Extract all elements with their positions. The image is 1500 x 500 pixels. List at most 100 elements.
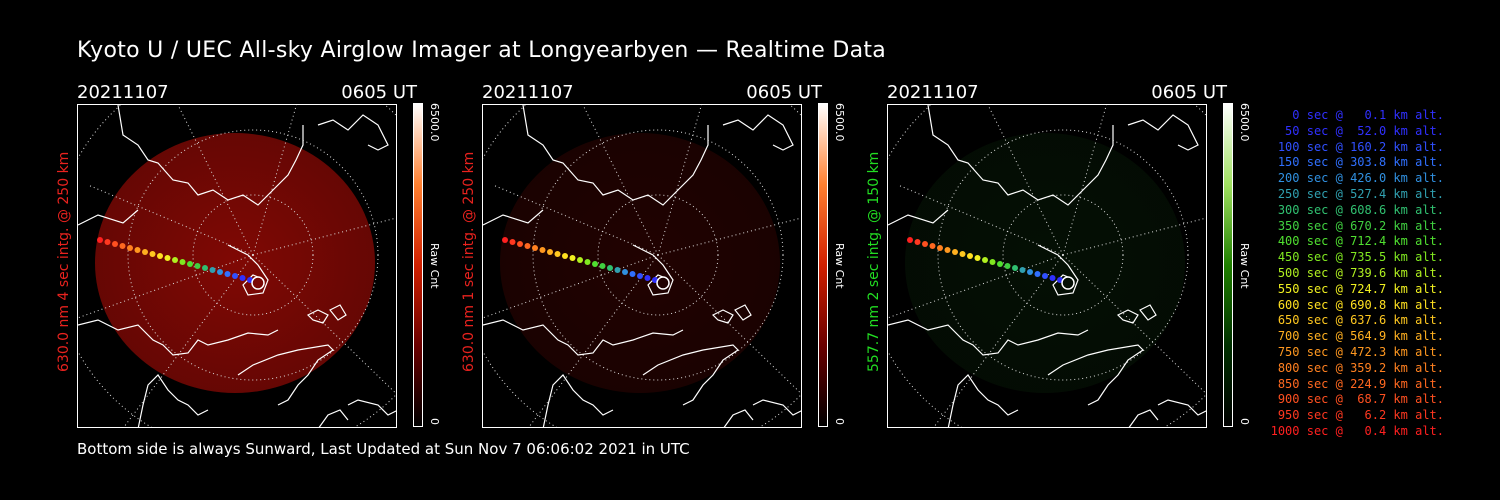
footer-status: Bottom side is always Sunward, Last Upda… <box>77 440 690 458</box>
track-point <box>172 257 178 263</box>
track-point <box>622 269 628 275</box>
coastline <box>1116 309 1139 324</box>
track-point <box>569 255 576 261</box>
track-point <box>967 253 973 259</box>
coastline <box>1139 304 1157 321</box>
colorbar <box>1223 103 1233 427</box>
track-point <box>952 249 958 255</box>
track-point <box>1004 263 1011 269</box>
panel-1: 20211107 0605 UT <box>77 82 417 430</box>
page-title: Kyoto U / UEC All-sky Airglow Imager at … <box>77 38 887 63</box>
track-point <box>997 261 1003 267</box>
legend-entry: 800 sec @ 359.2 km alt. <box>1270 360 1444 375</box>
track-point <box>577 257 583 263</box>
coastline <box>317 114 389 151</box>
legend-entry: 300 sec @ 608.6 km alt. <box>1270 202 1444 217</box>
coastline <box>137 374 209 427</box>
airglow-image <box>905 133 1185 393</box>
satellite-track <box>907 237 1075 290</box>
panel-1-ylabel: 630.0 nm 4 sec intg. @ 250 km <box>56 151 72 372</box>
panel-time: 0605 UT <box>341 82 417 103</box>
coastline <box>642 344 739 406</box>
track-point <box>944 247 951 253</box>
colorbar-unit: Raw Cnt <box>428 243 441 289</box>
legend-entry: 350 sec @ 670.2 km alt. <box>1270 218 1444 233</box>
panel-2-ylabel: 630.0 nm 1 sec intg. @ 250 km <box>461 151 477 372</box>
track-point <box>524 243 531 249</box>
track-point <box>592 261 598 267</box>
legend-entry: 500 sec @ 739.6 km alt. <box>1270 265 1444 280</box>
legend-entry: 400 sec @ 712.4 km alt. <box>1270 234 1444 249</box>
track-point <box>217 269 223 275</box>
satellite-track <box>502 237 670 290</box>
coastline <box>347 399 396 416</box>
track-point <box>1027 269 1033 275</box>
legend-entry: 150 sec @ 303.8 km alt. <box>1270 155 1444 170</box>
track-point <box>239 275 246 281</box>
track-point <box>937 245 943 251</box>
colorbar-min: 0 <box>1238 418 1251 425</box>
track-point <box>179 259 186 265</box>
legend-entry: 0 sec @ 0.1 km alt. <box>1270 108 1444 122</box>
track-point <box>562 253 568 259</box>
track-point <box>1019 267 1026 273</box>
track-point <box>614 267 621 273</box>
track-point <box>637 273 643 279</box>
grid-lines <box>888 105 1206 427</box>
allsky-image <box>482 104 802 428</box>
coastlines <box>483 105 801 427</box>
legend-entry: 950 sec @ 6.2 km alt. <box>1270 408 1444 423</box>
panel-date: 20211107 <box>482 82 574 103</box>
coastline <box>117 105 304 206</box>
coastline <box>752 399 801 416</box>
track-point <box>929 243 936 249</box>
coastlines <box>78 105 396 427</box>
track-point <box>547 249 553 255</box>
track-point <box>1042 273 1048 279</box>
legend-entry: 850 sec @ 224.9 km alt. <box>1270 376 1444 391</box>
coastline <box>1128 409 1159 427</box>
airglow-image <box>95 133 375 393</box>
coastline <box>711 309 734 324</box>
coastline <box>318 409 349 427</box>
allsky-image <box>887 104 1207 428</box>
track-point <box>187 261 193 267</box>
track-point <box>607 265 613 271</box>
coastline <box>734 304 752 321</box>
legend-entry: 600 sec @ 690.8 km alt. <box>1270 297 1444 312</box>
track-point <box>502 237 508 243</box>
track-point <box>127 245 133 251</box>
track-point <box>532 245 538 251</box>
track-point <box>922 241 928 247</box>
coastline <box>888 209 949 226</box>
coastline <box>329 304 347 321</box>
track-point <box>982 257 988 263</box>
track-point <box>517 241 523 247</box>
track-point <box>539 247 546 253</box>
coastline <box>947 374 1019 427</box>
coastline <box>483 319 684 356</box>
track-point <box>509 239 516 245</box>
grid-lines <box>78 105 396 427</box>
track-point <box>644 275 651 281</box>
panel-date: 20211107 <box>887 82 979 103</box>
colorbar-min: 0 <box>428 418 441 425</box>
legend-entry: 450 sec @ 735.5 km alt. <box>1270 250 1444 265</box>
track-point <box>104 239 111 245</box>
coastline <box>306 309 329 324</box>
panel-3-ylabel: 557.7 nm 2 sec intg. @ 150 km <box>866 151 882 372</box>
coastline <box>723 409 754 427</box>
track-point <box>554 251 561 257</box>
panel-3: 20211107 0605 UT <box>887 82 1227 430</box>
track-point <box>1012 265 1018 271</box>
coastline <box>237 344 334 406</box>
altitude-legend: 0 sec @ 0.1 km alt. 50 sec @ 52.0 km alt… <box>1262 108 1444 440</box>
track-point <box>112 241 118 247</box>
track-point <box>599 263 606 269</box>
colorbar <box>413 103 423 427</box>
station-marker <box>656 276 670 290</box>
panel-2: 20211107 0605 UT <box>482 82 822 430</box>
track-point <box>989 259 996 265</box>
coastline <box>1157 399 1206 416</box>
track-point <box>907 237 913 243</box>
